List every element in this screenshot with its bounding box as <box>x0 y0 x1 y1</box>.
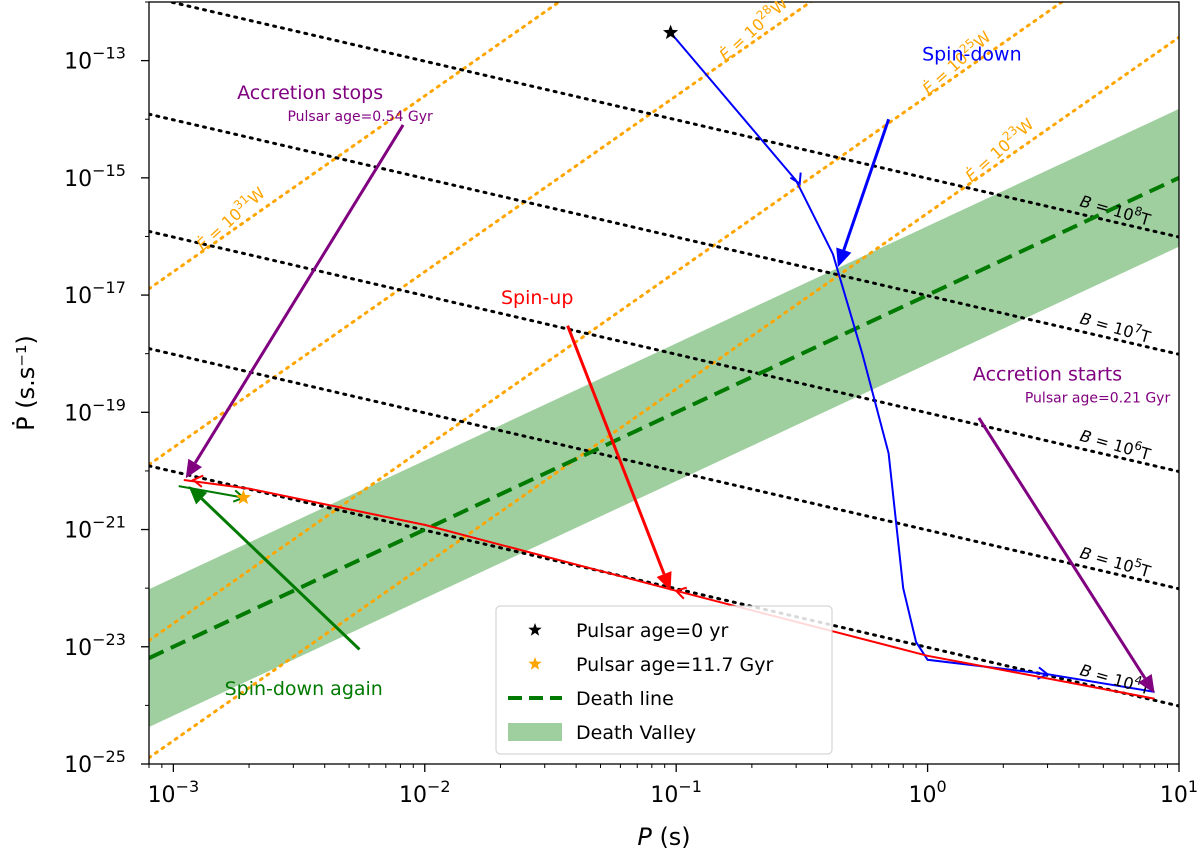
annotation-arrowhead-2 <box>656 571 672 591</box>
edot-line-0 <box>149 2 562 291</box>
b-line-1 <box>149 112 1179 356</box>
y-tick-label-0: 10−13 <box>64 44 126 75</box>
annotation-arrow-3 <box>977 417 1147 680</box>
b-line-0 <box>164 2 1179 239</box>
x-tick-label-1: 10−2 <box>399 777 451 808</box>
y-tick-label-3: 10−19 <box>64 395 126 426</box>
x-axis-label: P (s) <box>637 823 690 851</box>
y-tick-label-1: 10−15 <box>64 161 126 192</box>
marker-star-1 <box>235 489 252 505</box>
track-1-arrowhead-1 <box>191 474 204 488</box>
annotation-arrow-0 <box>842 118 891 251</box>
y-tick-label-5: 10−23 <box>64 630 126 661</box>
legend-label-0: Pulsar age=0 yr <box>576 620 729 642</box>
b-line-3 <box>149 347 1179 591</box>
annotation-arrow-1 <box>193 124 405 464</box>
annotation-sublabel-3: Pulsar age=0.21 Gyr <box>1025 390 1171 406</box>
legend-star-1 <box>528 657 542 670</box>
annotation-label-3: Accretion starts <box>973 363 1122 385</box>
y-tick-label-6: 10−25 <box>64 747 126 778</box>
death-valley-band <box>149 108 1179 727</box>
plot-frame <box>148 1 1180 765</box>
track-1-arrowhead-0 <box>674 586 687 600</box>
y-tick-label-4: 10−21 <box>64 513 126 544</box>
legend: Pulsar age=0 yr Pulsar age=11.7 Gyr Death … <box>495 605 833 755</box>
b-line-2 <box>149 229 1179 474</box>
b-line-4 <box>149 464 1179 708</box>
annotation-arrowhead-1 <box>185 458 202 479</box>
x-tick-label-0: 10−3 <box>148 777 200 808</box>
annotation-arrowhead-3 <box>1138 673 1155 694</box>
track-0-arrowhead-0 <box>789 172 802 186</box>
annotation-arrowhead-0 <box>836 247 852 268</box>
legend-label-1: Pulsar age=11.7 Gyr <box>576 654 773 676</box>
edot-line-1 <box>149 2 814 467</box>
annotation-label-0: Spin-down <box>922 44 1022 66</box>
legend-patch <box>508 723 562 741</box>
annotation-label-4: Spin-down again <box>225 678 383 700</box>
annotation-arrow-4 <box>200 497 361 651</box>
death-line <box>149 176 1179 660</box>
annotation-label-1: Accretion stops <box>237 82 383 104</box>
track-1 <box>183 479 1155 700</box>
edot-line-2 <box>149 2 1065 642</box>
y-tick-label-2: 10−17 <box>64 278 126 309</box>
marker-star-0 <box>663 24 679 40</box>
annotation-label-2: Spin-up <box>501 287 573 309</box>
x-tick-label-2: 10−1 <box>650 777 702 808</box>
edot-line-3 <box>149 35 1179 760</box>
legend-label-2: Death line <box>576 688 674 710</box>
annotation-arrowhead-4 <box>188 486 208 505</box>
legend-box <box>495 605 833 755</box>
annotation-arrow-2 <box>566 325 666 575</box>
annotation-sublabel-1: Pulsar age=0.54 Gyr <box>287 109 433 125</box>
legend-label-3: Death Valley <box>576 722 696 744</box>
axes: 10−3 10−2 10−1 100 101 10−13 10−15 10−17 10−19 10… <box>64 1 1198 808</box>
plot-area <box>149 2 1179 760</box>
legend-star-0 <box>528 623 542 636</box>
y-axis-label: Ṗ (s.s⁻¹) <box>11 335 40 431</box>
x-tick-label-3: 100 <box>908 777 946 808</box>
x-tick-label-4: 101 <box>1160 777 1198 808</box>
